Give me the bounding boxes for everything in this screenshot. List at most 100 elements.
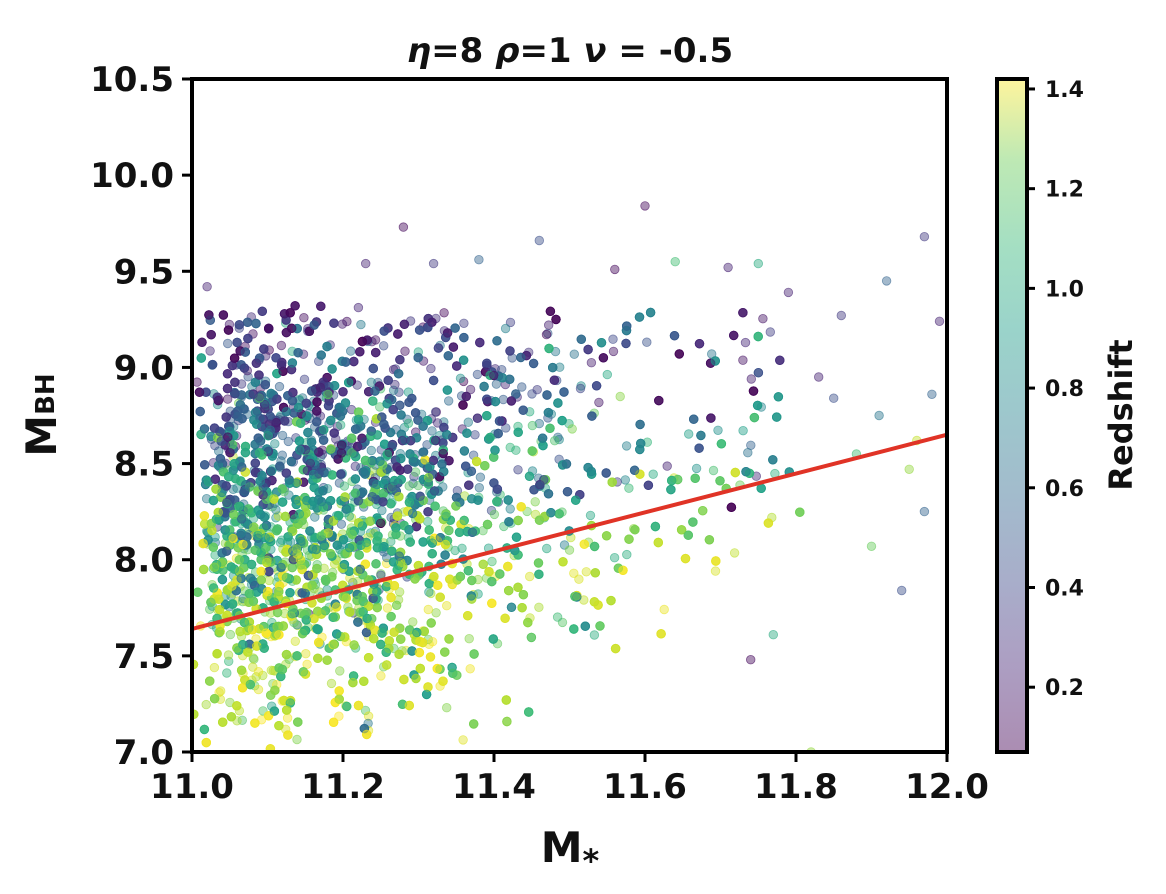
scatter-point <box>475 337 485 348</box>
scatter-point <box>376 518 386 529</box>
scatter-point <box>350 474 361 484</box>
scatter-point <box>281 649 292 660</box>
scatter-point <box>427 538 438 548</box>
scatter-point <box>557 415 567 426</box>
scatter-point <box>569 568 579 579</box>
scatter-point <box>583 344 593 355</box>
scatter-point <box>327 364 337 374</box>
scatter-point <box>442 601 452 611</box>
scatter-point <box>239 363 250 373</box>
scatter-point <box>368 396 378 406</box>
scatter-point <box>272 394 282 404</box>
scatter-point <box>432 663 443 674</box>
scatter-point <box>550 436 560 446</box>
scatter-point <box>768 455 778 465</box>
scatter-point <box>328 717 339 728</box>
scatter-point <box>524 707 534 717</box>
scatter-point <box>424 525 434 535</box>
scatter-point <box>404 525 414 535</box>
scatter-point <box>263 586 273 597</box>
scatter-point <box>294 436 305 446</box>
scatter-point <box>513 582 523 593</box>
scatter-point <box>506 602 517 613</box>
scatter-point <box>236 573 246 584</box>
scatter-point <box>475 472 486 482</box>
scatter-point <box>312 406 322 416</box>
scatter-point <box>365 516 375 526</box>
scatter-point <box>369 634 379 644</box>
scatter-point <box>740 337 751 348</box>
scatter-point <box>423 604 434 615</box>
scatter-point <box>606 595 616 606</box>
scatter-point <box>359 676 369 687</box>
scatter-point <box>198 538 208 549</box>
scatter-point <box>490 429 500 439</box>
scatter-point <box>288 387 298 398</box>
scatter-point <box>197 337 207 348</box>
scatter-point <box>213 395 224 406</box>
scatter-point <box>260 380 271 390</box>
scatter-point <box>621 441 632 451</box>
scatter-point <box>594 397 604 408</box>
scatter-point <box>464 480 474 490</box>
scatter-point <box>382 603 393 613</box>
scatter-point <box>336 519 347 529</box>
scatter-point <box>553 398 563 408</box>
scatter-point <box>421 689 432 700</box>
scatter-point <box>608 346 619 357</box>
scatter-point <box>326 415 336 426</box>
scatter-point <box>618 565 628 576</box>
scatter-point <box>634 312 645 322</box>
scatter-point <box>386 611 396 622</box>
scatter-point <box>225 629 236 640</box>
scatter-point <box>264 566 274 577</box>
scatter-point <box>353 617 363 627</box>
scatter-point <box>267 701 277 711</box>
scatter-point <box>469 649 479 659</box>
scatter-point <box>467 575 477 586</box>
scatter-point <box>444 525 454 536</box>
scatter-point <box>305 458 316 469</box>
scatter-point <box>379 538 389 548</box>
scatter-point <box>564 419 574 429</box>
scatter-point <box>492 484 503 494</box>
scatter-point <box>602 369 613 380</box>
scatter-point <box>656 629 666 639</box>
scatter-point <box>209 662 220 673</box>
scatter-point <box>772 412 782 422</box>
scatter-point <box>236 528 246 538</box>
scatter-point <box>620 475 631 485</box>
scatter-point <box>758 314 768 324</box>
scatter-point <box>554 454 564 465</box>
scatter-point <box>391 600 402 611</box>
scatter-point <box>423 516 433 527</box>
scatter-point <box>526 632 537 643</box>
scatter-point <box>220 525 230 535</box>
scatter-point <box>580 621 591 631</box>
scatter-point <box>276 360 287 370</box>
scatter-point <box>459 515 469 526</box>
scatter-point <box>234 323 245 333</box>
scatter-point <box>474 483 485 493</box>
scatter-point <box>472 369 483 380</box>
scatter-point <box>266 631 276 642</box>
scatter-point <box>312 563 322 574</box>
scatter-point <box>706 413 716 423</box>
scatter-point <box>396 410 406 420</box>
scatter-point <box>396 453 406 464</box>
scatter-point <box>711 556 721 566</box>
scatter-point <box>377 505 387 516</box>
scatter-point <box>400 346 410 356</box>
scatter-point <box>211 514 222 524</box>
scatter-point <box>282 713 293 723</box>
scatter-point <box>551 314 561 325</box>
scatter-point <box>209 694 220 704</box>
scatter-point <box>250 458 261 468</box>
scatter-point <box>285 588 295 598</box>
scatter-point <box>208 583 219 593</box>
scatter-point <box>264 575 274 586</box>
scatter-point <box>233 411 243 422</box>
scatter-point <box>272 680 282 690</box>
scatter-point <box>378 497 388 507</box>
scatter-point <box>277 430 288 441</box>
